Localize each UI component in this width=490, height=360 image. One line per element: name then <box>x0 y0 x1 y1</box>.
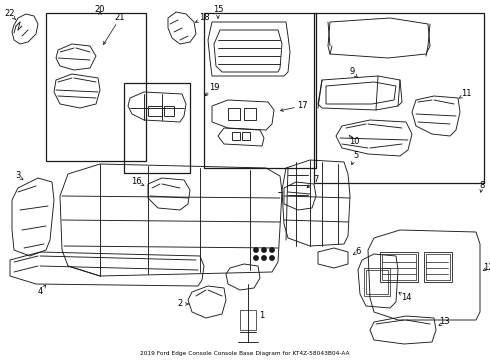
Circle shape <box>254 248 258 252</box>
Text: 12: 12 <box>483 264 490 273</box>
Text: 7: 7 <box>313 175 318 184</box>
Text: 8: 8 <box>479 181 485 190</box>
Text: 14: 14 <box>401 293 411 302</box>
Circle shape <box>270 256 274 260</box>
Text: 13: 13 <box>439 318 449 327</box>
Text: 10: 10 <box>349 138 359 147</box>
Text: 19: 19 <box>209 84 219 93</box>
Text: 2: 2 <box>177 300 183 309</box>
Text: 2019 Ford Edge Console Console Base Diagram for KT4Z-58043B04-AA: 2019 Ford Edge Console Console Base Diag… <box>140 351 350 356</box>
Text: 11: 11 <box>461 90 471 99</box>
Text: 3: 3 <box>15 171 21 180</box>
Text: 6: 6 <box>355 248 361 256</box>
Text: 20: 20 <box>95 5 105 14</box>
Text: 5: 5 <box>353 152 359 161</box>
Text: 16: 16 <box>131 177 141 186</box>
Text: 1: 1 <box>259 311 265 320</box>
Text: 15: 15 <box>213 5 223 14</box>
Text: 18: 18 <box>198 13 209 22</box>
Text: 4: 4 <box>37 288 43 297</box>
Text: 9: 9 <box>349 68 355 77</box>
Text: 22: 22 <box>5 9 15 18</box>
Circle shape <box>262 256 266 260</box>
Circle shape <box>254 256 258 260</box>
Text: 17: 17 <box>296 102 307 111</box>
Text: 21: 21 <box>115 13 125 22</box>
Circle shape <box>262 248 266 252</box>
Circle shape <box>270 248 274 252</box>
